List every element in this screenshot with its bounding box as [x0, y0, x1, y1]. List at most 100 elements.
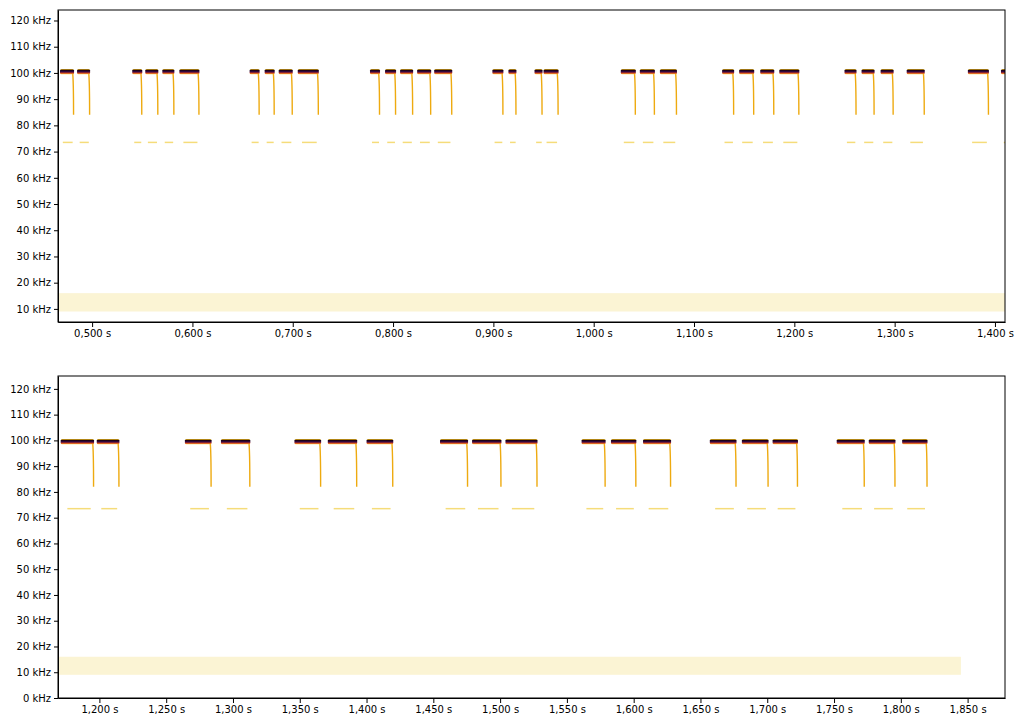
x-tick-label: 1,250 s	[148, 704, 185, 715]
y-tick: 30 kHz	[17, 615, 58, 626]
y-tick-mark	[54, 621, 58, 622]
fm-sweep	[249, 442, 250, 487]
call	[162, 69, 174, 74]
fm-sweep	[635, 442, 636, 487]
y-tick-mark	[54, 204, 58, 205]
call	[968, 69, 989, 74]
y-tick-label: 80 kHz	[17, 120, 51, 131]
call	[472, 439, 501, 444]
fm-sweep	[273, 72, 274, 115]
x-tick-label: 0,500 s	[74, 328, 111, 339]
x-tick-label: 1,450 s	[415, 704, 452, 715]
y-tick: 70 kHz	[17, 512, 58, 523]
harmonic	[267, 142, 274, 144]
x-tick-label: 1,500 s	[482, 704, 519, 715]
harmonic	[101, 508, 117, 510]
y-tick-mark	[54, 125, 58, 126]
harmonic	[227, 508, 248, 510]
plot-frame	[58, 376, 1005, 698]
call	[621, 69, 636, 74]
canvas: 0,500 s0,600 s0,700 s0,800 s0,900 s1,000…	[0, 0, 1027, 728]
y-tick: 110 kHz	[10, 41, 58, 52]
call	[907, 69, 925, 74]
harmonic	[763, 142, 773, 144]
harmonic	[403, 142, 412, 144]
fm-sweep	[798, 72, 799, 115]
harmonic	[67, 508, 90, 510]
x-tick: 0,500 s	[74, 322, 111, 339]
x-tick: 1,400 s	[349, 698, 386, 715]
y-tick-label: 90 kHz	[17, 461, 51, 472]
harmonic	[165, 142, 173, 144]
x-tick: 0,800 s	[375, 322, 412, 339]
y-tick-mark	[54, 283, 58, 284]
x-tick-mark	[594, 322, 595, 327]
harmonic	[190, 508, 209, 510]
fm-sweep	[541, 72, 542, 115]
y-tick-label: 40 kHz	[17, 225, 51, 236]
harmonic	[438, 142, 451, 144]
x-tick-mark	[567, 698, 568, 703]
harmonic	[972, 142, 987, 144]
plot-background	[58, 10, 1005, 322]
y-tick-label: 70 kHz	[17, 146, 51, 157]
call	[760, 69, 774, 74]
harmonic	[725, 142, 733, 144]
y-tick-label: 60 kHz	[17, 172, 51, 183]
harmonic	[512, 508, 534, 510]
fm-sweep	[467, 442, 468, 487]
y-tick: 100 kHz	[10, 435, 58, 446]
call	[837, 439, 865, 444]
y-tick: 10 kHz	[17, 304, 58, 315]
x-tick-mark	[300, 698, 301, 703]
x-tick-label: 1,550 s	[549, 704, 586, 715]
x-tick-mark	[995, 322, 996, 327]
x-tick: 1,500 s	[482, 698, 519, 715]
fm-sweep	[392, 442, 393, 487]
x-tick: 1,400 s	[977, 322, 1014, 339]
y-tick-label: 20 kHz	[17, 277, 51, 288]
marks	[58, 69, 1005, 312]
y-tick-label: 60 kHz	[17, 538, 51, 549]
y-tick-mark	[54, 415, 58, 416]
fm-sweep	[767, 442, 768, 487]
y-tick-label: 30 kHz	[17, 251, 51, 262]
call	[417, 69, 431, 74]
x-tick-label: 1,000 s	[576, 328, 613, 339]
x-tick-mark	[901, 698, 902, 703]
fm-sweep	[515, 72, 516, 115]
y-tick-label: 10 kHz	[17, 304, 51, 315]
harmonic	[586, 508, 603, 510]
x-tick-label: 1,100 s	[676, 328, 713, 339]
y-tick-mark	[54, 492, 58, 493]
call	[862, 69, 875, 74]
x-tick-mark	[493, 322, 494, 327]
harmonic	[334, 508, 355, 510]
harmonic	[478, 508, 499, 510]
x-axis: 1,200 s1,250 s1,300 s1,350 s1,400 s1,450…	[59, 698, 1006, 715]
y-tick-label: 90 kHz	[17, 94, 51, 105]
fm-sweep	[892, 72, 893, 115]
fm-sweep	[320, 442, 321, 487]
x-tick-mark	[367, 698, 368, 703]
plot-background	[58, 376, 1005, 698]
harmonic	[742, 142, 753, 144]
x-tick-label: 1,650 s	[682, 704, 719, 715]
x-tick: 1,650 s	[682, 698, 719, 715]
y-tick-mark	[54, 230, 58, 231]
call	[145, 69, 158, 74]
harmonic	[252, 142, 259, 144]
y-tick: 80 kHz	[17, 487, 58, 498]
harmonic	[783, 142, 797, 144]
x-tick: 1,300 s	[215, 698, 252, 715]
call	[298, 69, 319, 74]
harmonic	[747, 508, 766, 510]
y-tick: 100 kHz	[10, 68, 58, 79]
x-tick-mark	[794, 322, 795, 327]
y-tick: 60 kHz	[17, 172, 58, 183]
x-tick-mark	[700, 698, 701, 703]
fm-sweep	[395, 72, 396, 115]
x-tick-mark	[968, 698, 969, 703]
fm-sweep	[356, 442, 357, 487]
call	[294, 439, 321, 444]
